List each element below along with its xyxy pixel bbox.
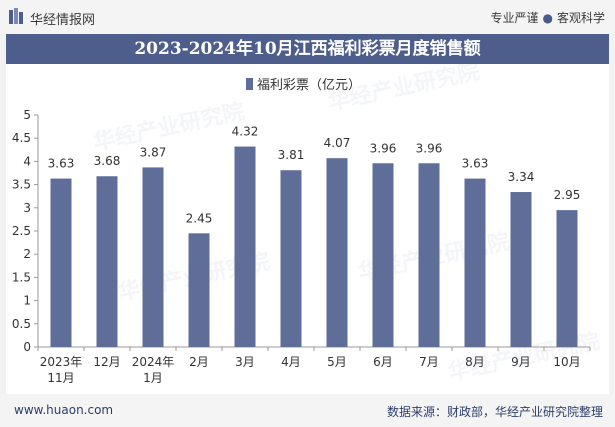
bar xyxy=(510,192,532,347)
y-tick-label: 4 xyxy=(23,154,31,168)
huajing-logo-icon xyxy=(9,8,23,24)
bar xyxy=(418,163,440,347)
bar xyxy=(142,167,164,347)
y-tick-label: 2 xyxy=(23,247,31,261)
bar-value-label: 4.32 xyxy=(232,125,259,139)
bar-value-label: 3.96 xyxy=(416,141,443,155)
legend: 福利彩票（亿元） xyxy=(246,78,361,93)
bar-value-label: 3.81 xyxy=(278,148,305,162)
bar-value-label: 3.63 xyxy=(48,157,75,171)
bar-value-label: 2.45 xyxy=(186,211,213,225)
y-tick-label: 0 xyxy=(23,340,31,354)
y-tick-label: 3.5 xyxy=(12,178,31,192)
footer-site: www.huaon.com xyxy=(14,403,114,417)
bar xyxy=(96,176,118,347)
bar xyxy=(464,178,486,347)
x-tick-label: 9月 xyxy=(511,355,531,369)
separator-dot-icon: ● xyxy=(542,11,553,25)
watermark-text: 华经产业研究院 xyxy=(91,98,247,155)
y-tick-label: 1 xyxy=(23,294,31,308)
slogan: 专业严谨 ● 客观科学 xyxy=(490,9,605,26)
bar-value-label: 3.68 xyxy=(94,154,121,168)
x-tick-label: 10月 xyxy=(553,355,580,369)
y-tick-label: 1.5 xyxy=(12,270,31,284)
bars xyxy=(50,146,578,347)
y-tick-label: 4.5 xyxy=(12,131,31,145)
x-tick-label: 2024年 1月 xyxy=(132,355,175,385)
bar xyxy=(188,233,210,347)
bar xyxy=(234,146,256,347)
chart-title: 2023-2024年10月江西福利彩票月度销售额 xyxy=(134,39,481,59)
footer-bar: www.huaon.com 数据来源：财政部，华经产业研究院整理 xyxy=(0,394,615,427)
bar-value-label: 2.95 xyxy=(554,188,581,202)
bar xyxy=(326,158,348,347)
x-tick-label: 3月 xyxy=(235,355,255,369)
data-labels: 3.63 3.68 3.87 2.45 4.32 3.81 4.07 3.96 3.96 3.63… xyxy=(48,125,581,226)
bar-value-label: 4.07 xyxy=(324,136,351,150)
slogan-left: 专业严谨 xyxy=(490,11,539,25)
x-tick-label: 12月 xyxy=(93,355,120,369)
x-tick-label: 5月 xyxy=(327,355,347,369)
bar-value-label: 3.63 xyxy=(462,157,489,171)
bar xyxy=(280,170,302,347)
y-tick-label: 5 xyxy=(23,108,31,122)
legend-swatch xyxy=(246,78,253,90)
bar xyxy=(372,163,394,347)
bar-value-label: 3.96 xyxy=(370,141,397,155)
x-tick-label: 8月 xyxy=(465,355,485,369)
y-tick-label: 3 xyxy=(23,201,31,215)
x-tick-label: 4月 xyxy=(281,355,301,369)
footer-source: 数据来源：财政部，华经产业研究院整理 xyxy=(386,405,603,419)
slogan-right: 客观科学 xyxy=(556,11,605,25)
x-tick-label: 6月 xyxy=(373,355,393,369)
x-tick-label: 7月 xyxy=(419,355,439,369)
bar-value-label: 3.34 xyxy=(508,170,535,184)
brand-name: 华经情报网 xyxy=(30,13,96,28)
top-bar: 华经情报网 专业严谨 ● 客观科学 xyxy=(0,0,615,34)
bar-value-label: 3.87 xyxy=(140,145,167,159)
y-tick-label: 0.5 xyxy=(12,317,31,331)
axes: 0 0.5 1 1.5 2 2.5 3 3.5 4 4.5 5 2023年 11月 12月 2024年 1月 2… xyxy=(12,108,591,385)
legend-label: 福利彩票（亿元） xyxy=(257,78,361,93)
x-tick-label: 2月 xyxy=(189,355,209,369)
y-tick-label: 2.5 xyxy=(12,224,31,238)
bar xyxy=(50,178,72,347)
x-tick-label: 2023年 11月 xyxy=(40,355,83,385)
title-bar: 2023-2024年10月江西福利彩票月度销售额 xyxy=(6,34,609,64)
bar xyxy=(556,210,578,347)
